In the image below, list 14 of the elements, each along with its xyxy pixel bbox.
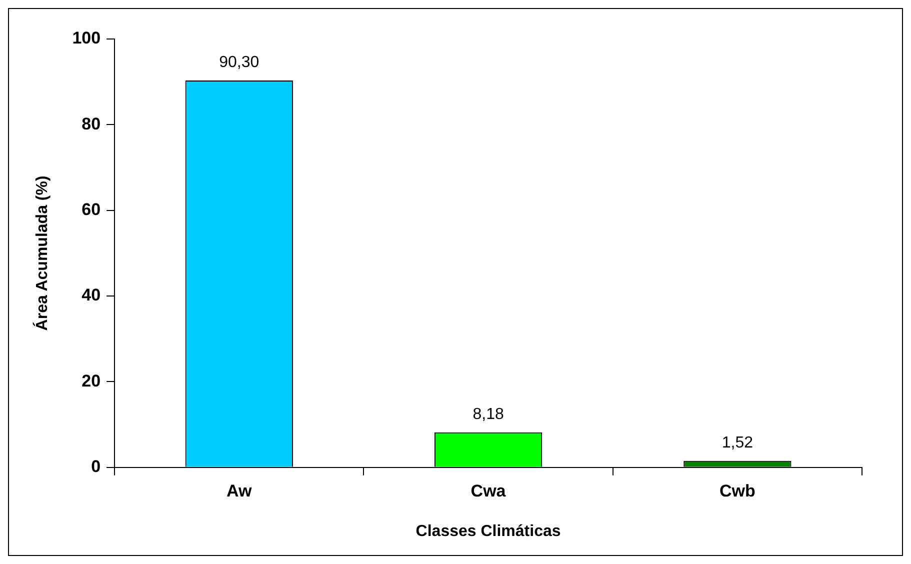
y-axis-title: Área Acumulada (%) — [32, 176, 52, 331]
x-tick-label: Aw — [226, 481, 253, 500]
y-tick-label: 100 — [72, 28, 101, 48]
y-tick-label: 0 — [91, 457, 101, 476]
x-tick-label: Cwa — [470, 481, 506, 500]
y-tick-label: 80 — [82, 114, 101, 134]
data-label: 1,52 — [722, 434, 754, 452]
data-label: 8,18 — [472, 406, 504, 423]
x-tick-label: Cwb — [719, 481, 756, 500]
y-tick-label: 20 — [82, 371, 101, 390]
x-axis-title: Classes Climáticas — [416, 522, 561, 540]
data-label: 90,30 — [219, 54, 260, 71]
y-tick-label: 60 — [82, 200, 101, 220]
y-tick-label: 40 — [82, 286, 101, 305]
